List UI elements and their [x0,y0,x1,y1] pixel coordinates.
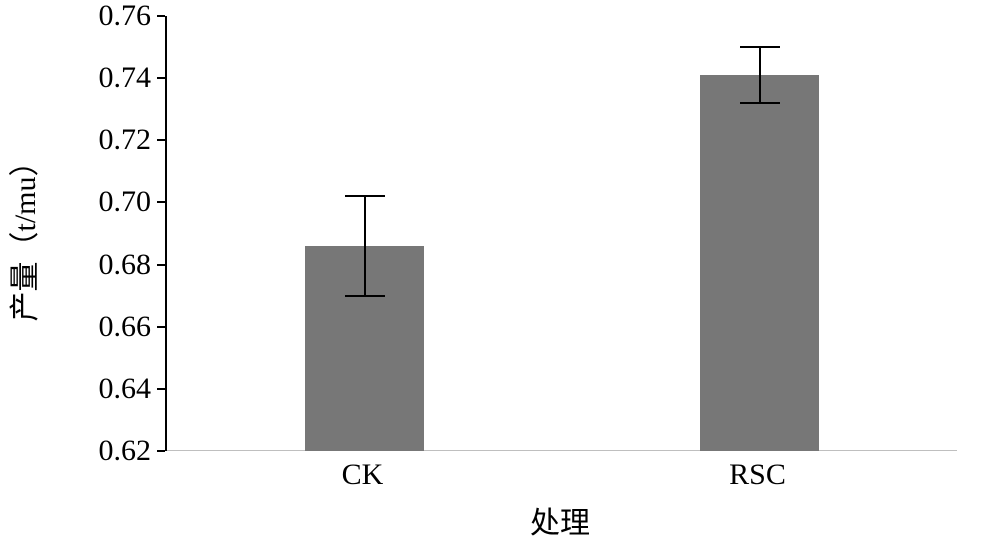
y-tick-label: 0.66 [99,310,152,344]
error-cap [740,46,780,48]
y-tick [157,450,165,452]
error-cap [740,102,780,104]
y-tick-label: 0.62 [99,434,152,468]
y-tick [157,15,165,17]
y-tick [157,388,165,390]
x-category-label: RSC [729,458,786,492]
y-tick-label: 0.64 [99,372,152,406]
y-tick [157,201,165,203]
y-tick [157,139,165,141]
y-tick-label: 0.72 [99,123,152,157]
baseline [167,450,957,451]
chart-container [165,16,955,451]
y-axis-title: 产量（t/mu） [0,146,44,321]
y-tick [157,77,165,79]
y-tick-label: 0.70 [99,185,152,219]
y-tick-label: 0.68 [99,248,152,282]
x-category-label: CK [342,458,384,492]
error-bar [364,196,366,295]
plot-area [165,16,955,451]
error-bar [759,47,761,103]
y-tick [157,264,165,266]
bar [700,75,819,451]
error-cap [345,295,385,297]
x-axis-title: 处理 [530,498,590,542]
y-tick-label: 0.74 [99,61,152,95]
error-cap [345,195,385,197]
y-tick-label: 0.76 [99,0,152,33]
y-tick [157,326,165,328]
